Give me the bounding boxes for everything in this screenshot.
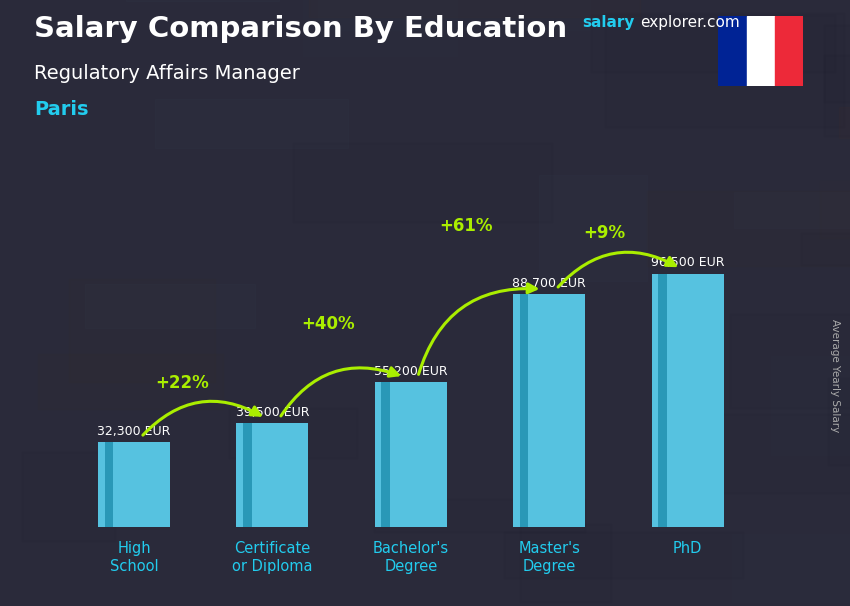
Bar <box>21 453 115 541</box>
Bar <box>620 147 850 219</box>
Text: Salary Comparison By Education: Salary Comparison By Education <box>34 15 567 43</box>
Bar <box>820 181 850 238</box>
Bar <box>85 284 255 328</box>
Bar <box>98 442 170 527</box>
Bar <box>69 279 216 382</box>
Bar <box>591 15 835 73</box>
Bar <box>539 175 647 281</box>
Text: salary: salary <box>582 15 635 30</box>
Bar <box>824 55 850 102</box>
Bar <box>746 16 775 86</box>
Bar <box>309 0 639 17</box>
Bar <box>683 414 850 493</box>
Bar <box>243 424 252 527</box>
Text: Paris: Paris <box>34 100 88 119</box>
Text: +61%: +61% <box>439 217 493 235</box>
Bar <box>828 378 850 465</box>
Bar <box>155 99 348 148</box>
Bar <box>604 13 844 127</box>
Bar <box>375 382 447 527</box>
Text: explorer.com: explorer.com <box>640 15 740 30</box>
Text: 96,500 EUR: 96,500 EUR <box>651 256 724 269</box>
Bar <box>293 143 552 222</box>
Bar <box>303 0 457 56</box>
Bar <box>503 532 744 578</box>
Bar <box>729 313 850 408</box>
Bar <box>775 16 803 86</box>
Bar <box>236 424 309 527</box>
Bar <box>732 533 850 602</box>
Bar <box>319 0 590 30</box>
Bar <box>824 25 850 136</box>
Bar <box>718 16 746 86</box>
Bar <box>229 408 357 458</box>
Bar <box>658 274 666 527</box>
Text: +40%: +40% <box>301 316 354 333</box>
Bar <box>38 354 223 409</box>
Text: 55,200 EUR: 55,200 EUR <box>374 365 448 378</box>
Text: 32,300 EUR: 32,300 EUR <box>98 425 171 438</box>
Bar <box>519 295 529 527</box>
Bar <box>734 192 850 228</box>
Bar <box>839 107 850 138</box>
Bar <box>772 356 850 455</box>
Bar <box>647 191 850 266</box>
Text: Average Yearly Salary: Average Yearly Salary <box>830 319 840 432</box>
Bar <box>374 499 586 532</box>
Text: 39,500 EUR: 39,500 EUR <box>235 406 309 419</box>
Bar <box>801 233 850 265</box>
Bar <box>652 274 723 527</box>
Text: 88,700 EUR: 88,700 EUR <box>513 276 586 290</box>
Bar <box>520 524 611 602</box>
Text: +9%: +9% <box>584 224 626 242</box>
Text: Regulatory Affairs Manager: Regulatory Affairs Manager <box>34 64 300 82</box>
Bar <box>513 295 586 527</box>
Bar <box>382 382 390 527</box>
Bar <box>105 442 113 527</box>
Text: +22%: +22% <box>156 374 209 392</box>
Bar <box>126 0 279 1</box>
